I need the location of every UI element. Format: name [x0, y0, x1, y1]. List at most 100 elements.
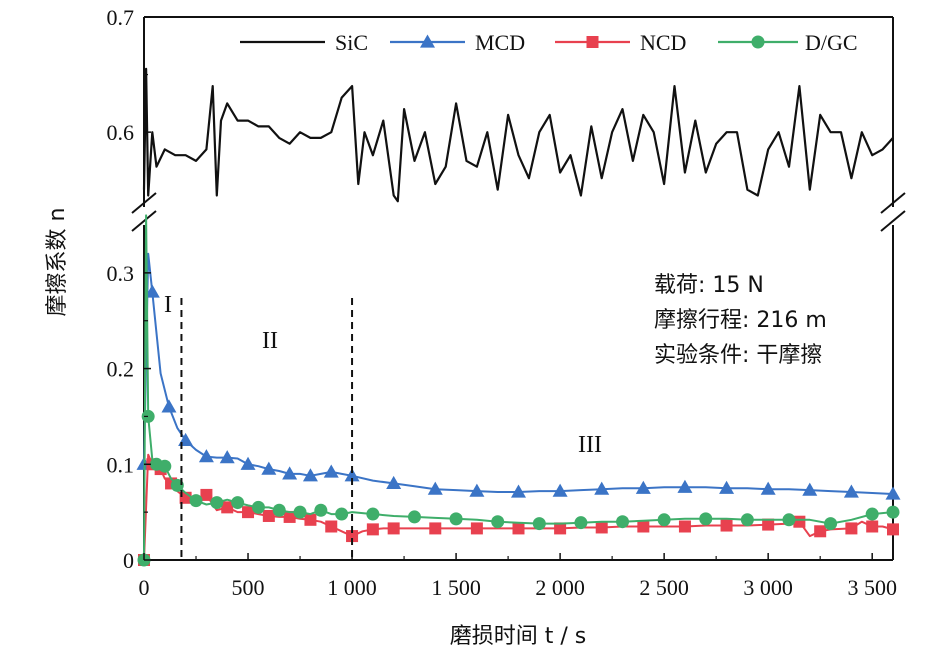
- data-point-mcd: [843, 484, 859, 498]
- data-point-d-gc: [886, 505, 900, 519]
- data-point-d-gc: [141, 409, 155, 423]
- data-point-d-gc: [251, 500, 265, 514]
- data-point-ncd: [793, 515, 806, 528]
- series-mcd: [136, 252, 901, 500]
- data-point-mcd: [719, 480, 735, 494]
- data-point-ncd: [720, 519, 733, 532]
- axes-frame: [131, 16, 906, 561]
- data-point-mcd: [323, 464, 339, 478]
- data-point-ncd: [512, 522, 525, 535]
- data-point-ncd: [470, 522, 483, 535]
- data-point-mcd: [261, 461, 277, 475]
- axis-break-mark-right: [880, 192, 906, 214]
- legend-label-d-gc: D/GC: [805, 30, 858, 55]
- data-point-ncd: [262, 509, 275, 522]
- data-point-d-gc: [740, 513, 754, 527]
- data-point-d-gc: [532, 517, 546, 531]
- legend-label-sic: SiC: [335, 30, 368, 55]
- data-point-mcd: [178, 432, 194, 446]
- legend-label-ncd: NCD: [640, 30, 686, 55]
- data-point-d-gc: [574, 516, 588, 530]
- series-d-gc: [137, 214, 900, 567]
- data-point-d-gc: [782, 513, 796, 527]
- data-point-d-gc: [335, 507, 349, 521]
- data-point-d-gc: [616, 515, 630, 529]
- data-point-ncd: [366, 523, 379, 536]
- x-tick-label: 500: [232, 575, 265, 600]
- stage-label: II: [262, 328, 278, 354]
- data-point-ncd: [221, 501, 234, 514]
- data-point-mcd: [144, 284, 160, 298]
- data-point-ncd: [678, 520, 691, 533]
- data-point-ncd: [325, 520, 338, 533]
- data-point-mcd: [469, 483, 485, 497]
- data-point-d-gc: [314, 503, 328, 517]
- x-tick-label: 2 500: [639, 575, 689, 600]
- data-point-d-gc: [210, 496, 224, 510]
- data-point-ncd: [887, 523, 899, 536]
- stage-label: I: [164, 292, 172, 318]
- data-point-ncd: [304, 513, 317, 526]
- data-point-d-gc: [189, 494, 203, 508]
- legend-item-mcd: MCD: [390, 30, 525, 55]
- data-point-mcd: [802, 482, 818, 496]
- series-layer: [136, 67, 901, 567]
- y-tick-label: 0.2: [107, 357, 135, 382]
- axis-break-mark-left: [131, 210, 157, 232]
- y-tick-label: 0.1: [107, 452, 135, 477]
- data-point-ncd: [595, 521, 608, 534]
- x-tick-label: 3 500: [847, 575, 897, 600]
- data-point-d-gc: [657, 513, 671, 527]
- y-tick-label: 0.3: [107, 261, 135, 286]
- data-point-ncd: [845, 522, 858, 535]
- axis-break-mark-right: [880, 210, 906, 232]
- data-point-ncd: [814, 525, 827, 538]
- annotation-line: 摩擦行程: 216 m: [654, 308, 827, 333]
- data-point-ncd: [866, 520, 879, 533]
- data-point-d-gc: [407, 510, 421, 524]
- data-point-d-gc: [491, 515, 505, 529]
- data-point-mcd: [635, 480, 651, 494]
- x-tick-label: 0: [139, 575, 150, 600]
- data-point-mcd: [677, 479, 693, 493]
- data-point-d-gc: [231, 496, 245, 510]
- data-point-mcd: [552, 483, 568, 497]
- legend-marker-mcd: [420, 34, 435, 48]
- legend-marker-ncd: [586, 36, 599, 48]
- data-point-ncd: [283, 510, 296, 523]
- annotation-box: 载荷: 15 N 摩擦行程: 216 m 实验条件: 干摩擦: [654, 273, 827, 368]
- series-line-mcd: [143, 252, 894, 495]
- data-point-mcd: [594, 481, 610, 495]
- legend: SiC MCD NCD D/GC: [240, 30, 858, 55]
- data-point-mcd: [282, 466, 298, 480]
- data-point-d-gc: [824, 517, 838, 531]
- data-point-ncd: [387, 522, 400, 535]
- data-point-d-gc: [865, 507, 879, 521]
- legend-item-sic: SiC: [240, 30, 368, 55]
- data-point-d-gc: [272, 503, 286, 517]
- data-point-d-gc: [293, 505, 307, 519]
- data-point-ncd: [200, 488, 213, 501]
- y-tick-label: 0.6: [107, 120, 135, 145]
- y-tick-label: 0.7: [107, 5, 135, 30]
- annotation-line: 载荷: 15 N: [654, 273, 764, 298]
- data-point-mcd: [302, 468, 318, 482]
- data-point-ncd: [637, 520, 650, 533]
- data-point-d-gc: [158, 459, 172, 473]
- series-line-sic: [142, 67, 894, 203]
- data-point-mcd: [198, 449, 214, 463]
- data-point-ncd: [346, 530, 359, 543]
- x-tick-label: 2 000: [535, 575, 585, 600]
- data-point-mcd: [386, 475, 402, 490]
- data-point-mcd: [885, 486, 901, 500]
- series-ncd: [138, 453, 899, 566]
- data-point-d-gc: [449, 512, 463, 526]
- data-point-mcd: [760, 481, 776, 495]
- stage-label: III: [578, 432, 602, 458]
- annotation-line: 实验条件: 干摩擦: [654, 343, 822, 368]
- data-point-ncd: [762, 518, 775, 531]
- data-point-d-gc: [366, 507, 380, 521]
- data-point-mcd: [344, 468, 360, 482]
